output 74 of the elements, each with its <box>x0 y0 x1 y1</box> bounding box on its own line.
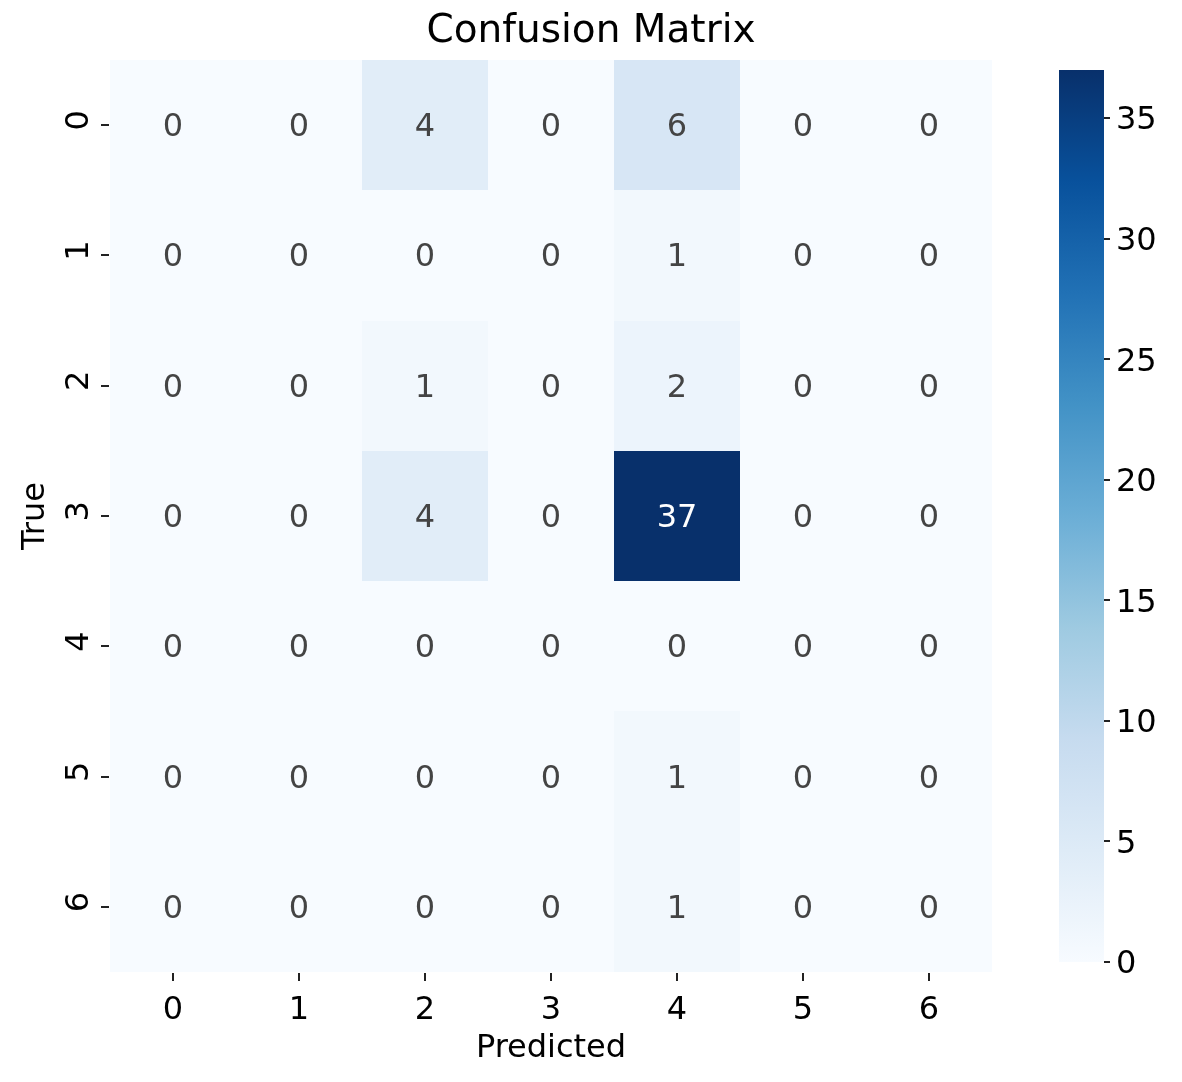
data-label: 0 <box>162 758 184 797</box>
data-label: 0 <box>162 106 184 145</box>
data-label: 0 <box>162 627 184 666</box>
x-tick-label: 4 <box>666 989 688 1028</box>
y-tick-label: 6 <box>58 891 97 913</box>
y-axis-title: True <box>13 482 52 551</box>
x-tick-label: 1 <box>288 989 310 1028</box>
x-tick-label: 2 <box>414 989 436 1028</box>
color-bar-label: 30 <box>1115 219 1157 258</box>
data-label: 0 <box>288 367 310 406</box>
data-label: 0 <box>918 627 940 666</box>
data-label: 0 <box>540 497 562 536</box>
data-label: 0 <box>540 758 562 797</box>
data-label: 37 <box>656 497 698 536</box>
data-label: 0 <box>792 106 814 145</box>
data-label: 0 <box>288 106 310 145</box>
data-label: 0 <box>288 627 310 666</box>
data-label: 0 <box>540 236 562 275</box>
data-label: 0 <box>918 888 940 927</box>
data-label: 0 <box>666 627 688 666</box>
color-bar-label: 20 <box>1115 461 1157 500</box>
data-label: 0 <box>540 888 562 927</box>
data-label: 0 <box>414 236 436 275</box>
color-bar-label: 0 <box>1115 943 1137 982</box>
data-label: 0 <box>288 497 310 536</box>
color-bar-label: 15 <box>1115 581 1157 620</box>
data-label: 0 <box>162 236 184 275</box>
data-label: 0 <box>288 758 310 797</box>
data-label: 0 <box>792 236 814 275</box>
data-label: 0 <box>162 367 184 406</box>
data-label: 0 <box>918 236 940 275</box>
data-label: 0 <box>792 367 814 406</box>
data-label: 0 <box>414 758 436 797</box>
x-tick-label: 6 <box>918 989 940 1028</box>
color-bar-label: 25 <box>1115 340 1157 379</box>
data-label: 1 <box>666 888 688 927</box>
chart-title: Confusion Matrix <box>426 5 756 51</box>
y-tick-label: 0 <box>58 110 97 131</box>
color-bar-label: 5 <box>1115 822 1137 861</box>
data-label: 1 <box>666 758 688 797</box>
data-label: 1 <box>666 236 688 275</box>
data-label: 0 <box>918 758 940 797</box>
x-tick-label: 3 <box>540 989 562 1028</box>
data-label: 2 <box>666 367 688 406</box>
data-label: 0 <box>288 236 310 275</box>
data-label: 4 <box>414 497 436 536</box>
data-label: 0 <box>540 627 562 666</box>
x-axis-title: Predicted <box>475 1027 627 1066</box>
data-label: 6 <box>666 106 688 145</box>
data-label: 0 <box>792 497 814 536</box>
data-label: 0 <box>918 106 940 145</box>
data-label: 0 <box>792 888 814 927</box>
y-tick-label: 2 <box>58 370 97 392</box>
data-label: 0 <box>792 758 814 797</box>
x-tick-label: 0 <box>162 989 184 1028</box>
data-label: 0 <box>918 497 940 536</box>
x-tick-label: 5 <box>792 989 814 1028</box>
data-label: 0 <box>414 627 436 666</box>
y-tick-label: 1 <box>58 240 97 261</box>
data-label: 0 <box>162 888 184 927</box>
data-label: 0 <box>162 497 184 536</box>
data-label: 0 <box>540 106 562 145</box>
data-label: 0 <box>918 367 940 406</box>
y-tick-label: 5 <box>58 761 97 782</box>
data-label: 4 <box>414 106 436 145</box>
data-label: 1 <box>414 367 436 406</box>
color-bar-label: 10 <box>1115 702 1157 741</box>
data-label: 0 <box>414 888 436 927</box>
y-tick-label: 3 <box>58 501 97 522</box>
color-bar-label: 35 <box>1115 99 1157 138</box>
data-label: 0 <box>792 627 814 666</box>
data-label: 0 <box>288 888 310 927</box>
data-label: 0 <box>540 367 562 406</box>
y-tick-label: 4 <box>58 631 97 652</box>
